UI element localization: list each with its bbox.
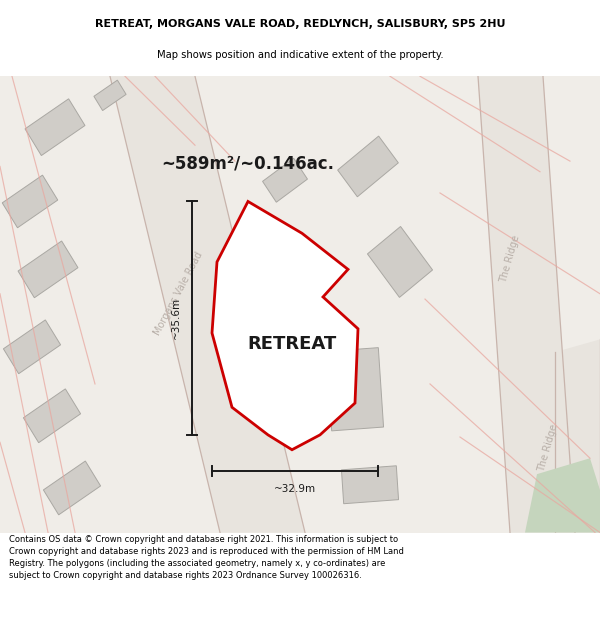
Polygon shape — [0, 76, 600, 532]
Polygon shape — [367, 226, 433, 298]
Text: Contains OS data © Crown copyright and database right 2021. This information is : Contains OS data © Crown copyright and d… — [9, 535, 404, 579]
Polygon shape — [555, 339, 600, 532]
Text: RETREAT: RETREAT — [247, 334, 337, 352]
Text: Morgans Vale Road: Morgans Vale Road — [152, 250, 204, 338]
Text: ~35.6m: ~35.6m — [171, 297, 181, 339]
Text: ~32.9m: ~32.9m — [274, 484, 316, 494]
Text: The Ridge: The Ridge — [536, 422, 560, 472]
Polygon shape — [341, 466, 398, 504]
Polygon shape — [25, 99, 85, 156]
Polygon shape — [23, 389, 80, 442]
Text: RETREAT, MORGANS VALE ROAD, REDLYNCH, SALISBURY, SP5 2HU: RETREAT, MORGANS VALE ROAD, REDLYNCH, SA… — [95, 19, 505, 29]
Text: The Ridge: The Ridge — [499, 234, 521, 284]
Text: ~589m²/~0.146ac.: ~589m²/~0.146ac. — [161, 154, 335, 173]
Polygon shape — [43, 461, 101, 515]
Polygon shape — [263, 158, 307, 202]
Polygon shape — [326, 348, 383, 431]
Polygon shape — [18, 241, 78, 298]
Polygon shape — [2, 175, 58, 228]
Polygon shape — [212, 201, 358, 450]
Polygon shape — [94, 80, 126, 111]
Text: Map shows position and indicative extent of the property.: Map shows position and indicative extent… — [157, 50, 443, 60]
Polygon shape — [478, 76, 575, 532]
Polygon shape — [110, 76, 305, 532]
Polygon shape — [4, 320, 61, 374]
Polygon shape — [338, 136, 398, 197]
Polygon shape — [525, 458, 600, 532]
